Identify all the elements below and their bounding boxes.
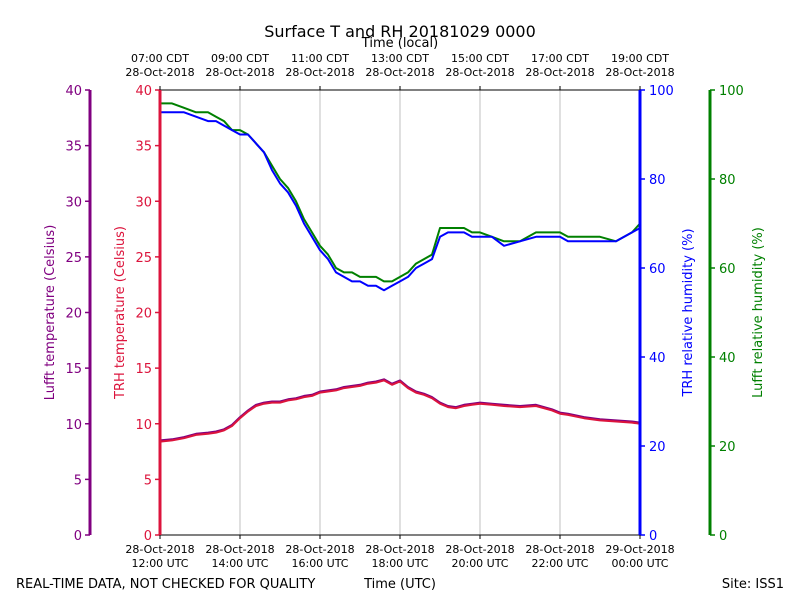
y-tick-label: 20 — [65, 307, 82, 322]
x-tick-label-date: 28-Oct-2018 — [445, 543, 514, 556]
y-tick-label: 40 — [135, 84, 152, 99]
top-tick-label-time: 17:00 CDT — [531, 52, 589, 65]
site-label: Site: ISS1 — [722, 577, 784, 592]
series-line-trh-temperature — [159, 379, 641, 443]
y-tick-label: 10 — [65, 418, 82, 433]
y-tick-label: 30 — [65, 195, 82, 210]
x-tick-label-date: 28-Oct-2018 — [205, 543, 274, 556]
y-tick-label: 40 — [649, 351, 666, 366]
y-tick-label: 0 — [74, 529, 82, 544]
x-tick-label-time: 12:00 UTC — [131, 557, 188, 570]
y-tick-label: 25 — [135, 251, 152, 266]
x-axis-label: Time (UTC) — [363, 577, 436, 592]
top-tick-label-time: 09:00 CDT — [211, 52, 269, 65]
x-tick-label-date: 29-Oct-2018 — [605, 543, 674, 556]
y-tick-label: 35 — [135, 140, 152, 155]
y-axis-label-lufft_rh: Lufft relative humidity (%) — [751, 227, 766, 398]
top-tick-label-time: 13:00 CDT — [371, 52, 429, 65]
x-tick-label-time: 18:00 UTC — [371, 557, 428, 570]
y-tick-label: 25 — [65, 251, 82, 266]
grid-lines — [239, 90, 561, 535]
top-tick-label-date: 28-Oct-2018 — [205, 66, 274, 79]
y-tick-label: 0 — [719, 529, 727, 544]
y-tick-label: 20 — [135, 307, 152, 322]
series-line-trh-relative-humidity — [160, 111, 641, 292]
y-tick-label: 80 — [719, 173, 736, 188]
x-tick-label-date: 28-Oct-2018 — [525, 543, 594, 556]
y-tick-label: 60 — [649, 262, 666, 277]
y-tick-label: 5 — [74, 473, 82, 488]
x-tick-label-time: 14:00 UTC — [211, 557, 268, 570]
top-tick-label-date: 28-Oct-2018 — [605, 66, 674, 79]
top-axis-title: Time (local) — [361, 36, 438, 51]
y-tick-label: 80 — [649, 173, 666, 188]
y-tick-label: 40 — [65, 84, 82, 99]
top-tick-label-time: 15:00 CDT — [451, 52, 509, 65]
top-tick-label-date: 28-Oct-2018 — [445, 66, 514, 79]
y-tick-label: 100 — [719, 84, 744, 99]
top-tick-label-date: 28-Oct-2018 — [125, 66, 194, 79]
y-axis-label-lufft_temp: Lufft temperature (Celsius) — [43, 225, 58, 401]
y-tick-label: 0 — [144, 529, 152, 544]
y-tick-label: 5 — [144, 473, 152, 488]
top-tick-label-time: 07:00 CDT — [131, 52, 189, 65]
y-axis-label-trh_temp: TRH temperature (Celsius) — [113, 226, 128, 400]
chart-title: Surface T and RH 20181029 0000 — [264, 22, 536, 41]
top-tick-label-date: 28-Oct-2018 — [285, 66, 354, 79]
y-tick-label: 60 — [719, 262, 736, 277]
top-tick-label-date: 28-Oct-2018 — [365, 66, 434, 79]
x-tick-label-time: 16:00 UTC — [291, 557, 348, 570]
y-tick-label: 20 — [719, 440, 736, 455]
x-tick-label-time: 22:00 UTC — [531, 557, 588, 570]
top-tick-label-date: 28-Oct-2018 — [525, 66, 594, 79]
top-tick-label-time: 19:00 CDT — [611, 52, 669, 65]
top-tick-label-time: 11:00 CDT — [291, 52, 349, 65]
y-tick-label: 20 — [649, 440, 666, 455]
y-tick-label: 15 — [135, 362, 152, 377]
series-line-lufft-relative-humidity — [160, 102, 641, 283]
x-tick-label-date: 28-Oct-2018 — [285, 543, 354, 556]
x-tick-label-time: 00:00 UTC — [611, 557, 668, 570]
y-tick-label: 30 — [135, 195, 152, 210]
x-tick-label-date: 28-Oct-2018 — [365, 543, 434, 556]
x-tick-label-date: 28-Oct-2018 — [125, 543, 194, 556]
x-tick-label-time: 20:00 UTC — [451, 557, 508, 570]
y-axis-label-trh_rh: TRH relative humidity (%) — [681, 228, 696, 397]
y-tick-label: 40 — [719, 351, 736, 366]
y-tick-label: 15 — [65, 362, 82, 377]
series-group — [159, 102, 641, 443]
y-tick-label: 100 — [649, 84, 674, 99]
y-tick-label: 35 — [65, 140, 82, 155]
footer-quality-note: REAL-TIME DATA, NOT CHECKED FOR QUALITY — [16, 577, 315, 592]
y-tick-label: 10 — [135, 418, 152, 433]
y-tick-label: 0 — [649, 529, 657, 544]
